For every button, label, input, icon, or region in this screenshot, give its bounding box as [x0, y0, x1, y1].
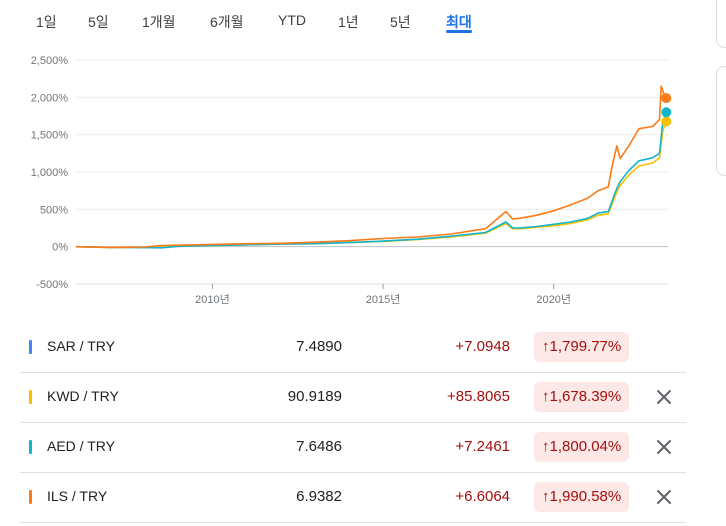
y-tick-label: 0%: [52, 242, 68, 254]
series-line-ils: [75, 85, 667, 249]
percent-change: 1,990.58%: [549, 488, 622, 505]
arrow-up-icon: ↑: [542, 388, 550, 405]
percent-change-badge: ↑1,799.77%: [534, 332, 630, 362]
chart-gridlines: [76, 59, 668, 285]
y-tick-label: -500%: [36, 279, 68, 291]
y-tick-label: 1,500%: [31, 130, 69, 142]
y-tick-label: 2,000%: [31, 92, 69, 104]
arrow-up-icon: ↑: [542, 438, 550, 455]
series-color-swatch: [29, 340, 32, 354]
comparison-row-aed[interactable]: AED / TRY 7.6486 +7.2461 ↑1,800.04%: [20, 423, 686, 473]
exchange-rate: 6.9382: [296, 488, 342, 505]
currency-pair: KWD / TRY: [47, 388, 119, 404]
absolute-change: +7.2461: [455, 438, 510, 455]
exchange-rate: 90.9189: [287, 388, 342, 405]
tab-1-month[interactable]: 1개월: [142, 14, 176, 30]
series-color-swatch: [29, 490, 32, 504]
exchange-rate: 7.4890: [296, 338, 342, 355]
arrow-up-icon: ↑: [542, 488, 550, 505]
percent-change-badge: ↑1,990.58%: [534, 482, 630, 512]
arrow-up-icon: ↑: [542, 338, 550, 355]
tab-1-year[interactable]: 1년: [338, 14, 359, 30]
chart-series: [75, 85, 668, 249]
y-tick-label: 500%: [40, 204, 68, 216]
series-end-markers: [661, 93, 672, 127]
close-icon[interactable]: [654, 387, 674, 407]
side-panel-card-top: [716, 0, 726, 48]
tab-1-day[interactable]: 1일: [36, 14, 57, 30]
percent-change: 1,799.77%: [549, 338, 622, 355]
active-tab-indicator: [446, 30, 472, 33]
currency-pair: ILS / TRY: [47, 488, 108, 504]
tab-max[interactable]: 최대: [446, 14, 472, 30]
tab-5-days[interactable]: 5일: [88, 14, 109, 30]
absolute-change: +6.6064: [455, 488, 510, 505]
x-tick-label: 2020년: [536, 293, 571, 306]
currency-pair: AED / TRY: [47, 438, 115, 454]
percent-change-badge: ↑1,800.04%: [534, 432, 630, 462]
x-tick-label: 2010년: [195, 293, 230, 306]
comparison-list: SAR / TRY 7.4890 +7.0948 ↑1,799.77% KWD …: [20, 323, 686, 523]
series-color-swatch: [29, 390, 32, 404]
comparison-row-ils[interactable]: ILS / TRY 6.9382 +6.6064 ↑1,990.58%: [20, 473, 686, 523]
series-line-kwd: [75, 121, 668, 249]
x-tick-label: 2015년: [366, 293, 401, 306]
comparison-row-sar[interactable]: SAR / TRY 7.4890 +7.0948 ↑1,799.77%: [20, 323, 686, 373]
series-end-dot-ils: [661, 93, 672, 104]
currency-pair: SAR / TRY: [47, 338, 115, 354]
percent-change-badge: ↑1,678.39%: [534, 382, 630, 412]
tab-ytd[interactable]: YTD: [278, 12, 306, 28]
comparison-row-kwd[interactable]: KWD / TRY 90.9189 +85.8065 ↑1,678.39%: [20, 373, 686, 423]
comparison-line-chart: 2,500% 2,000% 1,500% 1,000% 500% 0% -500% 2010…: [31, 55, 672, 306]
series-end-dot-aed: [661, 107, 672, 118]
series-end-dot-kwd: [661, 116, 672, 127]
absolute-change: +85.8065: [447, 388, 510, 405]
tab-5-years[interactable]: 5년: [390, 14, 411, 30]
x-axis: 2010년 2015년 2020년: [76, 283, 668, 306]
percent-change: 1,800.04%: [549, 438, 622, 455]
tab-6-months[interactable]: 6개월: [210, 14, 244, 30]
exchange-rate: 7.6486: [296, 438, 342, 455]
absolute-change: +7.0948: [455, 338, 510, 355]
series-color-swatch: [29, 440, 32, 454]
close-icon[interactable]: [654, 437, 674, 457]
time-range-tabs: 1일 5일 1개월 6개월 YTD 1년 5년 최대: [0, 0, 560, 40]
y-tick-label: 1,000%: [31, 167, 69, 179]
percent-change: 1,678.39%: [549, 388, 622, 405]
close-icon[interactable]: [654, 487, 674, 507]
y-axis-tick-labels: 2,500% 2,000% 1,500% 1,000% 500% 0% -500%: [31, 55, 69, 291]
side-panel-card: [716, 66, 726, 176]
y-tick-label: 2,500%: [31, 55, 69, 67]
series-line-aed: [75, 112, 668, 249]
